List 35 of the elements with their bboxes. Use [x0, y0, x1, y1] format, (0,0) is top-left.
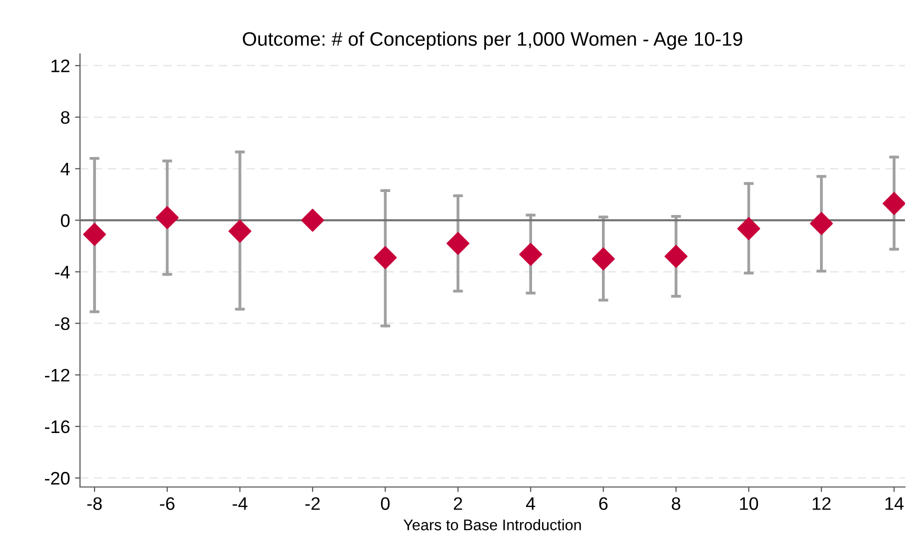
point	[301, 208, 324, 232]
y-tick-label: 4	[60, 162, 70, 176]
y-tick-label: -4	[55, 266, 70, 278]
y-tick-label: 8	[61, 111, 70, 124]
point	[882, 192, 905, 215]
x-tick-label: 4	[526, 497, 536, 510]
point	[374, 246, 397, 270]
x-tick-label: -6	[160, 497, 174, 510]
y-tick-label: 12	[52, 60, 70, 72]
chart-title: Outcome: # of Conceptions per 1,000 Women - Age 10-19	[242, 32, 742, 50]
y-tick-label: -8	[55, 317, 70, 330]
point	[83, 222, 106, 246]
point	[737, 217, 760, 240]
point	[592, 247, 615, 270]
point	[810, 212, 833, 235]
point	[519, 242, 542, 266]
point	[664, 244, 688, 268]
x-tick-label: 14	[885, 497, 904, 510]
y-tick-label: -16	[44, 420, 70, 434]
y-tick-label: -20	[44, 472, 70, 485]
x-tick-label: 0	[380, 497, 390, 510]
x-tick-label: -2	[305, 497, 320, 510]
point	[156, 206, 179, 230]
x-tick-label: -8	[87, 497, 102, 510]
x-tick-label: -4	[232, 497, 248, 510]
x-tick-label: 12	[812, 497, 831, 510]
point	[228, 220, 252, 243]
x-axis-title: Years to Base Introduction	[404, 519, 581, 530]
x-tick-label: 10	[740, 497, 758, 510]
y-tick-label: 0	[60, 214, 70, 227]
point	[446, 232, 470, 255]
y-tick-label: -12	[44, 368, 70, 382]
x-tick-label: 8	[672, 497, 680, 510]
x-tick-label: 6	[599, 497, 608, 510]
x-tick-label: 2	[454, 497, 462, 510]
